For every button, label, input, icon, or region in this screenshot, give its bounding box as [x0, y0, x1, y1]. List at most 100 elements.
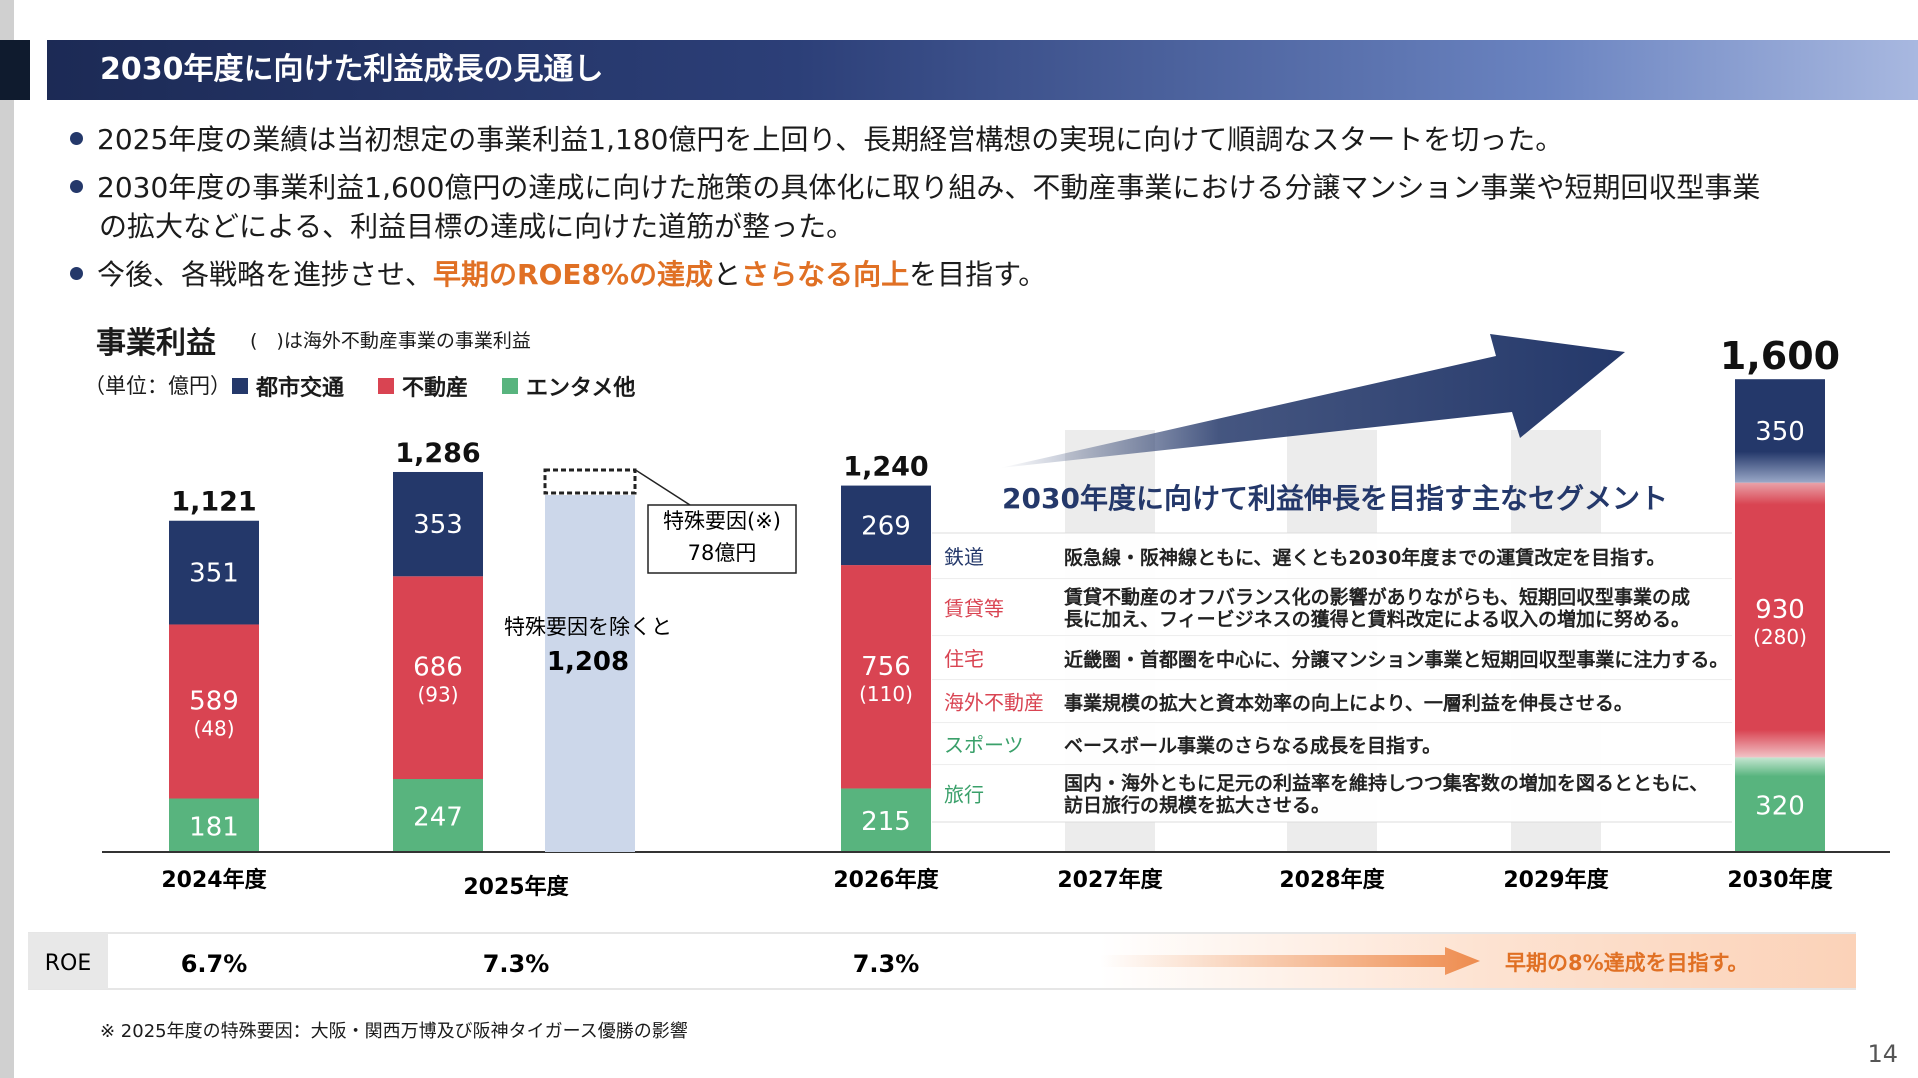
bullet-3-text-mid: と — [713, 258, 742, 291]
special-factor-label: 特殊要因(※) — [663, 509, 781, 533]
segment-name: 海外不動産 — [944, 691, 1044, 715]
label-total: 1,240 — [843, 452, 928, 483]
roe-arrow-icon — [1100, 947, 1480, 975]
left-edge-strip — [0, 0, 14, 1078]
label-real-estate: 756 — [861, 652, 911, 682]
roe-label-cell — [28, 933, 108, 989]
bullet-3-text-end: を目指す。 — [909, 258, 1047, 291]
label-entertainment: 215 — [861, 807, 911, 837]
label-total: 1,121 — [171, 487, 256, 518]
segment-description: 阪急線・阪神線ともに、遅くとも2030年度までの運賃改定を目指す。 — [1064, 546, 1665, 569]
excluding-special-bar — [545, 495, 635, 852]
legend-swatch — [232, 378, 248, 394]
legend-real-estate: 不動産 — [378, 370, 468, 402]
legend-label: エンタメ他 — [526, 376, 636, 401]
segment-name: 旅行 — [944, 783, 984, 807]
bullet-1-text: 2025年度の業績は当初想定の事業利益1,180億円を上回り、長期経営構想の実現… — [97, 123, 1564, 156]
bar-entertainment — [1735, 757, 1825, 852]
roe-target-text: 早期の8%達成を目指す。 — [1505, 951, 1749, 975]
bullet-3: 今後、各戦略を進捗させ、早期のROE8%の達成とさらなる向上を目指す。 — [70, 256, 1046, 294]
page-number: 14 — [1867, 1040, 1898, 1068]
label-overseas-real-estate: (93) — [417, 683, 458, 707]
x-tick-label: 2027年度 — [1057, 867, 1163, 893]
segment-description: ベースボール事業のさらなる成長を目指す。 — [1064, 734, 1441, 757]
label-entertainment: 320 — [1755, 792, 1805, 822]
segment-description: 訪日旅行の規模を拡大させる。 — [1064, 794, 1330, 817]
bar-real-estate — [393, 576, 483, 780]
legend-swatch — [502, 378, 518, 394]
title-bar — [47, 40, 1918, 100]
label-total: 1,600 — [1720, 334, 1840, 378]
label-overseas-real-estate: (280) — [1753, 625, 1807, 649]
bar-real-estate — [1735, 482, 1825, 758]
segment-name: 住宅 — [944, 647, 984, 671]
bullet-2: 2030年度の事業利益1,600億円の達成に向けた施策の具体化に取り組み、不動産… — [70, 169, 1760, 207]
roe-2026: 7.3% — [853, 950, 920, 978]
roe-label: ROE — [45, 951, 92, 976]
section-note: ( )は海外不動産事業の事業利益 — [250, 330, 531, 352]
segment-description: 国内・海外ともに足元の利益率を維持しつつ集客数の増加を図るとともに、 — [1064, 772, 1708, 795]
bar-urban-transport — [169, 520, 259, 625]
label-overseas-real-estate: (48) — [193, 716, 234, 740]
label-urban-transport: 353 — [413, 510, 463, 540]
special-factor-dashed-box — [543, 468, 637, 495]
label-real-estate: 686 — [413, 653, 463, 683]
legend-urban-transport: 都市交通 — [232, 370, 344, 402]
roe-2025: 7.3% — [483, 950, 550, 978]
bar-entertainment — [169, 798, 259, 852]
title-accent-block — [0, 40, 30, 100]
bullet-2-text: 2030年度の事業利益1,600億円の達成に向けた施策の具体化に取り組み、不動産… — [97, 171, 1761, 204]
segment-row — [932, 579, 1732, 636]
segment-description: 近畿圏・首都圏を中心に、分譲マンション事業と短期回収型事業に注力する。 — [1064, 648, 1728, 671]
segment-name: スポーツ — [944, 733, 1024, 757]
x-tick-label: 2026年度 — [833, 867, 939, 893]
bullet-1: 2025年度の業績は当初想定の事業利益1,180億円を上回り、長期経営構想の実現… — [70, 121, 1563, 159]
bar-urban-transport — [1735, 379, 1825, 483]
segment-name: 鉄道 — [944, 545, 984, 569]
segment-row — [932, 636, 1732, 680]
label-urban-transport: 269 — [861, 511, 911, 541]
roe-2024: 6.7% — [181, 950, 248, 978]
segment-row — [932, 765, 1732, 822]
bullet-dot — [70, 179, 83, 193]
bullet-dot — [70, 131, 83, 145]
legend-entertainment: エンタメ他 — [502, 370, 635, 402]
bullet-3-highlight-roe: 早期のROE8%の達成 — [433, 258, 714, 291]
x-tick-label: 2029年度 — [1503, 867, 1609, 893]
segment-description: 長に加え、フィービジネスの獲得と賃料改定による収入の増加に努める。 — [1064, 608, 1690, 631]
bar-real-estate — [169, 624, 259, 799]
label-overseas-real-estate: (110) — [859, 682, 913, 706]
bar-entertainment — [841, 788, 931, 852]
segment-row — [932, 680, 1732, 723]
bar-urban-transport — [841, 485, 931, 566]
bar-urban-transport — [393, 471, 483, 577]
label-urban-transport: 351 — [189, 559, 239, 589]
legend-label: 不動産 — [402, 376, 469, 401]
segment-name: 賃貸等 — [944, 597, 1004, 621]
segment-description: 事業規模の拡大と資本効率の向上により、一層利益を伸長させる。 — [1064, 692, 1633, 715]
segment-row — [932, 723, 1732, 765]
section-title: 事業利益 — [96, 326, 216, 361]
bullet-3-text: 今後、各戦略を進捗させ、 — [97, 258, 434, 291]
special-factor-leader-line — [633, 468, 691, 506]
segment-row — [932, 533, 1732, 579]
growth-arrow-icon — [1000, 334, 1625, 468]
label-entertainment: 247 — [413, 803, 463, 833]
legend-label: 都市交通 — [256, 376, 345, 401]
unit-label: （単位：億円） — [84, 374, 231, 398]
label-real-estate: 589 — [189, 686, 239, 716]
legend-swatch — [378, 378, 394, 394]
bullet-2-line2: の拡大などによる、利益目標の達成に向けた道筋が整った。 — [99, 210, 855, 243]
label-urban-transport: 350 — [1755, 417, 1805, 447]
excluding-special-value: 1,208 — [547, 647, 629, 677]
label-real-estate: 930 — [1755, 595, 1805, 625]
x-tick-label: 2025年度 — [463, 874, 569, 900]
excluding-special-text: 特殊要因を除くと — [504, 615, 672, 639]
x-tick-label: 2028年度 — [1279, 867, 1385, 893]
x-tick-label: 2024年度 — [161, 867, 267, 893]
bar-entertainment — [393, 779, 483, 852]
x-tick-label: 2030年度 — [1727, 867, 1833, 893]
footnote: ※ 2025年度の特殊要因：大阪・関西万博及び阪神タイガース優勝の影響 — [100, 1021, 688, 1042]
bullet-dot — [70, 266, 83, 280]
